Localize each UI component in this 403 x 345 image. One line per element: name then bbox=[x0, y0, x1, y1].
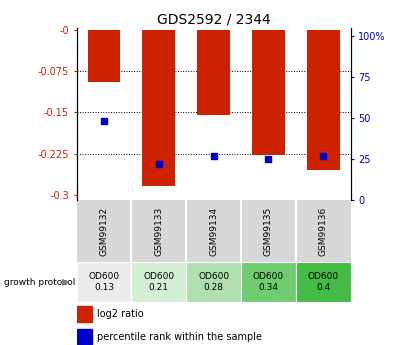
Bar bbox=[296, 262, 351, 302]
Text: percentile rank within the sample: percentile rank within the sample bbox=[97, 332, 262, 342]
Bar bbox=[77, 306, 91, 322]
Point bbox=[265, 156, 272, 162]
Text: OD600
0.34: OD600 0.34 bbox=[253, 272, 284, 292]
Title: GDS2592 / 2344: GDS2592 / 2344 bbox=[157, 12, 270, 27]
Point bbox=[101, 118, 107, 124]
Bar bbox=[252, 30, 285, 155]
Bar bbox=[186, 262, 241, 302]
Bar bbox=[241, 262, 296, 302]
Point bbox=[210, 153, 217, 158]
Text: ▶: ▶ bbox=[62, 277, 70, 287]
Text: GSM99133: GSM99133 bbox=[154, 207, 163, 256]
Text: OD600
0.13: OD600 0.13 bbox=[88, 272, 120, 292]
Text: OD600
0.21: OD600 0.21 bbox=[143, 272, 174, 292]
Text: OD600
0.28: OD600 0.28 bbox=[198, 272, 229, 292]
Text: GSM99135: GSM99135 bbox=[264, 207, 273, 256]
Bar bbox=[77, 262, 131, 302]
Text: log2 ratio: log2 ratio bbox=[97, 309, 144, 319]
Bar bbox=[197, 30, 230, 115]
Text: OD600
0.4: OD600 0.4 bbox=[307, 272, 339, 292]
Bar bbox=[142, 30, 175, 186]
Bar bbox=[77, 329, 91, 344]
Point bbox=[320, 153, 326, 158]
Point bbox=[156, 161, 162, 167]
Text: GSM99136: GSM99136 bbox=[319, 207, 328, 256]
Bar bbox=[87, 30, 120, 82]
Bar bbox=[131, 262, 186, 302]
Text: growth protocol: growth protocol bbox=[4, 277, 75, 287]
Text: GSM99132: GSM99132 bbox=[100, 207, 108, 256]
Text: GSM99134: GSM99134 bbox=[209, 207, 218, 256]
Bar bbox=[307, 30, 340, 170]
